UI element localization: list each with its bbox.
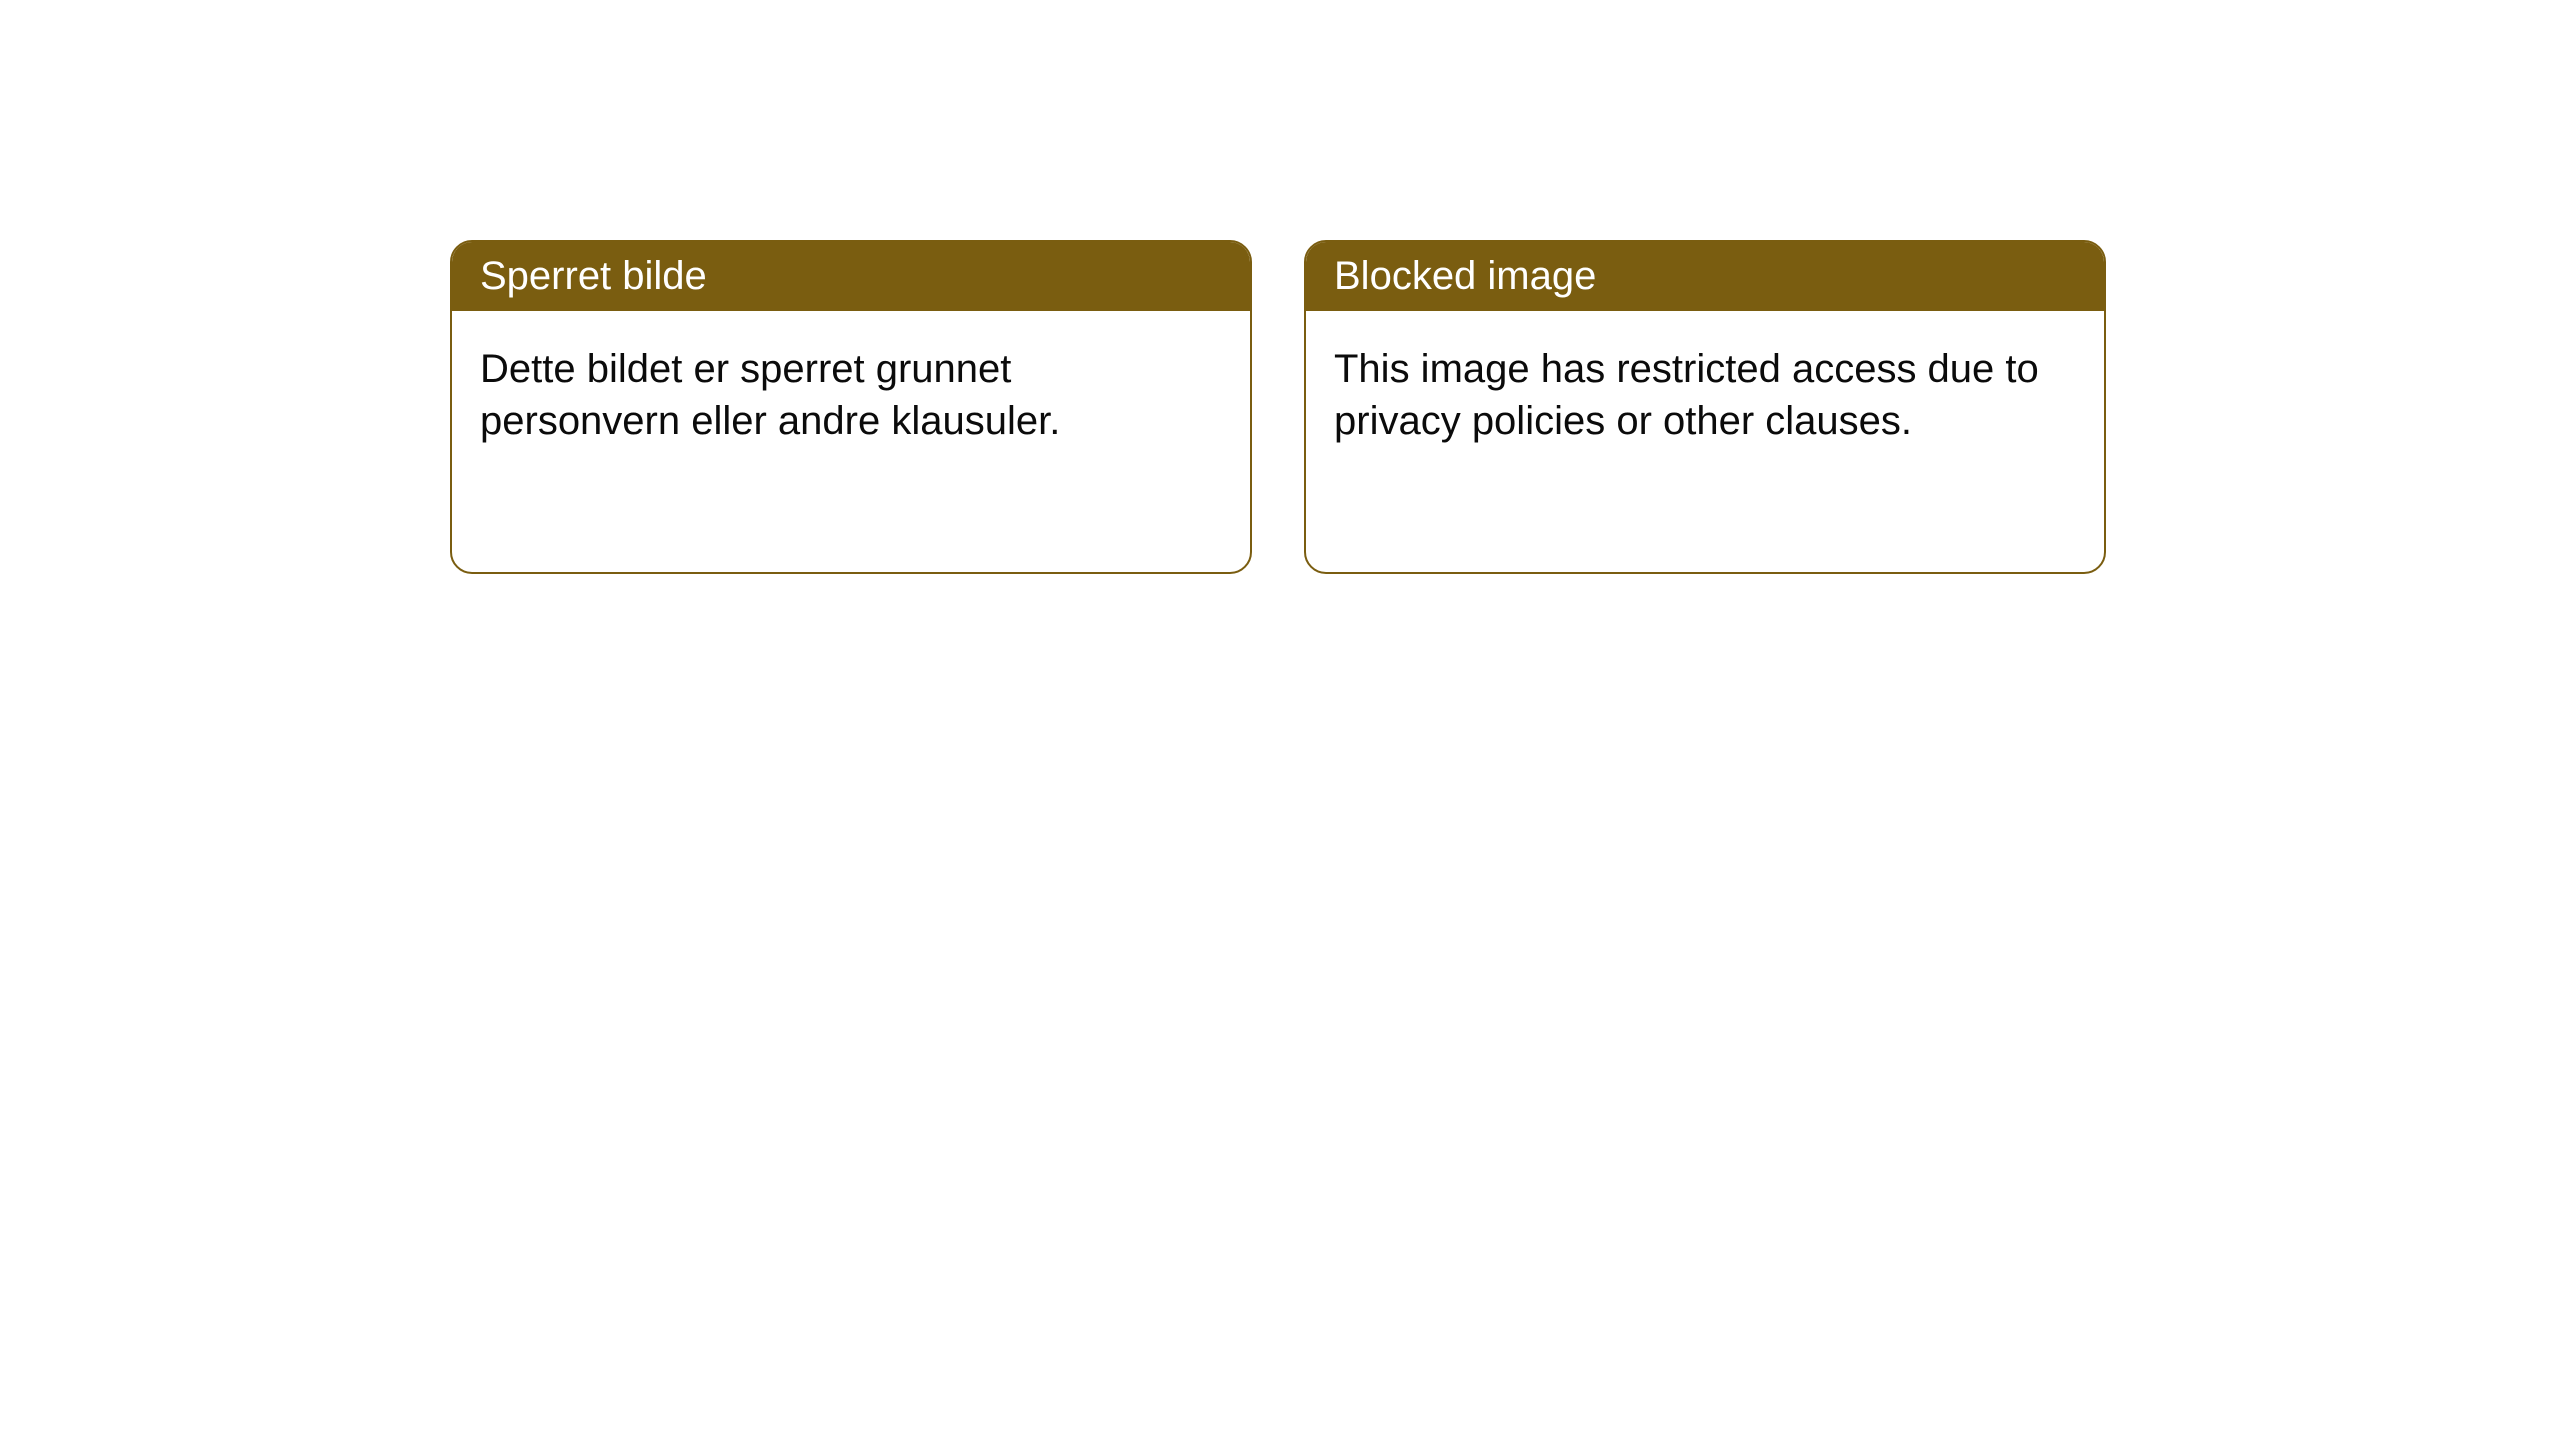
notice-card-norwegian: Sperret bilde Dette bildet er sperret gr… xyxy=(450,240,1252,574)
card-header-norwegian: Sperret bilde xyxy=(452,242,1250,311)
notice-card-english: Blocked image This image has restricted … xyxy=(1304,240,2106,574)
card-header-english: Blocked image xyxy=(1306,242,2104,311)
card-body-norwegian: Dette bildet er sperret grunnet personve… xyxy=(452,311,1250,479)
card-body-english: This image has restricted access due to … xyxy=(1306,311,2104,479)
notice-container: Sperret bilde Dette bildet er sperret gr… xyxy=(0,0,2560,574)
